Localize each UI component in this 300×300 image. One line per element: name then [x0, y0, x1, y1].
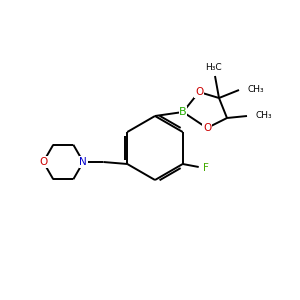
Text: CH₃: CH₃: [255, 112, 272, 121]
Text: B: B: [179, 107, 187, 117]
Text: CH₃: CH₃: [247, 85, 264, 94]
Text: N: N: [80, 157, 87, 167]
Text: O: O: [203, 123, 211, 133]
Text: H₃C: H₃C: [205, 64, 221, 73]
Text: N: N: [80, 157, 87, 167]
Text: F: F: [203, 163, 209, 173]
Text: O: O: [195, 87, 203, 97]
Text: O: O: [39, 157, 47, 167]
